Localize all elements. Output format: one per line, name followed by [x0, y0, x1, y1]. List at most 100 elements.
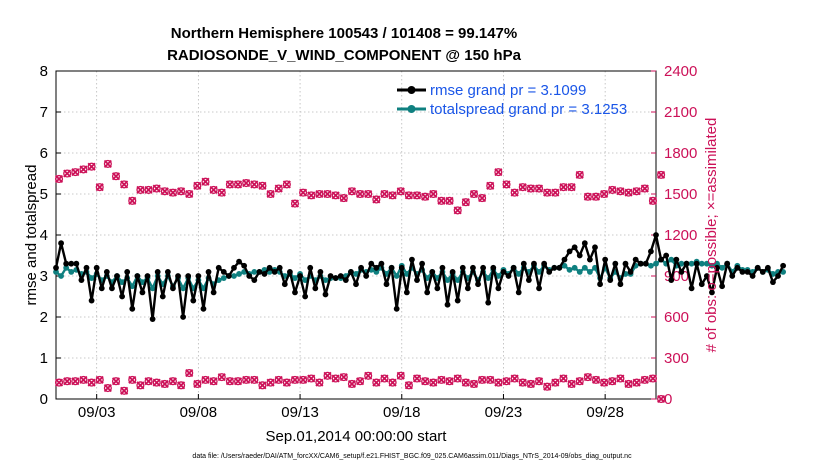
obs-marker: [616, 374, 625, 383]
rmse-point: [373, 264, 380, 271]
obs-assimilated-cross: [543, 382, 552, 391]
obs-marker: [299, 375, 308, 384]
obs-marker: [445, 196, 454, 205]
obs-marker: [103, 159, 112, 168]
obs-assimilated-cross: [510, 374, 519, 383]
obs-marker: [152, 184, 161, 193]
obs-assimilated-cross: [185, 368, 194, 378]
rmse-point: [663, 252, 670, 259]
obs-possible-circle: [469, 189, 479, 199]
chart-subtitle: RADIOSONDE_V_WIND_COMPONENT @ 150 hPa: [167, 47, 522, 64]
obs-possible-circle: [79, 375, 88, 384]
obs-assimilated-cross: [575, 377, 584, 386]
obs-marker: [648, 374, 657, 383]
obs-possible-circle: [217, 373, 226, 382]
rmse-point: [470, 264, 476, 271]
rmse-point: [139, 289, 146, 296]
obs-marker: [640, 375, 649, 384]
rmse-point: [98, 285, 105, 292]
obs-assimilated-cross: [526, 379, 535, 389]
legend-rmse-marker: [407, 86, 416, 94]
totalspread-point: [373, 269, 380, 275]
rmse-point: [358, 264, 364, 271]
obs-possible-circle: [274, 375, 283, 384]
obs-possible-circle: [453, 374, 462, 383]
obs-marker: [193, 181, 202, 190]
obs-possible-circle: [388, 191, 397, 200]
obs-marker: [421, 377, 430, 386]
totalspread-point: [393, 273, 400, 279]
rmse-point: [215, 264, 222, 271]
obs-assimilated-cross: [608, 377, 617, 386]
obs-marker: [412, 374, 422, 383]
obs-marker: [583, 192, 592, 201]
obs-assimilated-cross: [209, 185, 218, 194]
obs-assimilated-cross: [307, 191, 316, 200]
obs-possible-circle: [63, 169, 72, 178]
rmse-point: [734, 264, 741, 271]
obs-assimilated-cross: [315, 378, 324, 387]
obs-assimilated-cross: [437, 196, 446, 205]
totalspread-point: [63, 264, 70, 271]
obs-marker: [478, 194, 487, 203]
obs-marker: [575, 170, 584, 179]
rmse-point: [83, 264, 90, 271]
rmse-point: [454, 297, 461, 304]
obs-possible-circle: [323, 371, 332, 380]
rmse-point: [68, 260, 75, 267]
obs-assimilated-cross: [71, 377, 80, 386]
obs-assimilated-cross: [315, 189, 324, 199]
obs-possible-circle: [526, 379, 535, 389]
obs-possible-circle: [274, 184, 283, 193]
obs-assimilated-cross: [290, 199, 300, 208]
obs-possible-circle: [201, 177, 210, 186]
obs-assimilated-cross: [103, 159, 112, 168]
obs-possible-circle: [323, 189, 332, 199]
obs-marker: [510, 188, 519, 197]
obs-assimilated-cross: [551, 188, 560, 197]
obs-marker: [461, 378, 470, 387]
rmse-point: [551, 264, 558, 271]
rmse-point: [749, 273, 756, 279]
rmse-point: [673, 256, 680, 263]
rmse-point: [134, 273, 141, 279]
obs-assimilated-cross: [437, 375, 446, 384]
rmse-point: [597, 281, 603, 288]
obs-marker: [657, 170, 666, 179]
obs-assimilated-cross: [136, 185, 145, 194]
y-tick-label: 5: [40, 186, 48, 203]
obs-possible-circle: [429, 378, 438, 387]
rmse-point: [724, 260, 731, 267]
obs-possible-circle: [250, 375, 259, 384]
obs-marker: [543, 188, 552, 197]
legend-spread-marker: [407, 105, 416, 113]
obs-possible-circle: [575, 377, 584, 386]
rmse-point: [541, 260, 548, 267]
obs-possible-circle: [657, 170, 666, 179]
obs-assimilated-cross: [364, 371, 373, 380]
legend: rmse grand pr = 3.1099 totalspread grand…: [397, 82, 627, 118]
rmse-point: [144, 273, 151, 279]
obs-marker: [461, 198, 470, 207]
rmse-point: [292, 289, 298, 296]
grid: [56, 71, 656, 399]
obs-possible-circle: [217, 188, 226, 197]
obs-assimilated-cross: [63, 377, 72, 386]
obs-assimilated-cross: [339, 373, 348, 382]
rmse-point: [231, 264, 237, 271]
rmse-point: [266, 264, 273, 271]
rmse-point: [658, 256, 664, 263]
y-right-tick-label: 2100: [664, 104, 697, 121]
totalspread-point: [231, 273, 237, 279]
rmse-point: [485, 299, 492, 306]
obs-marker: [356, 377, 365, 386]
obs-marker: [535, 184, 544, 193]
obs-assimilated-cross: [266, 189, 275, 199]
obs-marker: [193, 379, 202, 389]
obs-marker: [168, 377, 177, 386]
obs-assimilated-cross: [583, 192, 592, 201]
obs-possible-circle: [543, 188, 552, 197]
totalspread-point: [536, 269, 542, 275]
obs-possible-circle: [242, 179, 251, 188]
